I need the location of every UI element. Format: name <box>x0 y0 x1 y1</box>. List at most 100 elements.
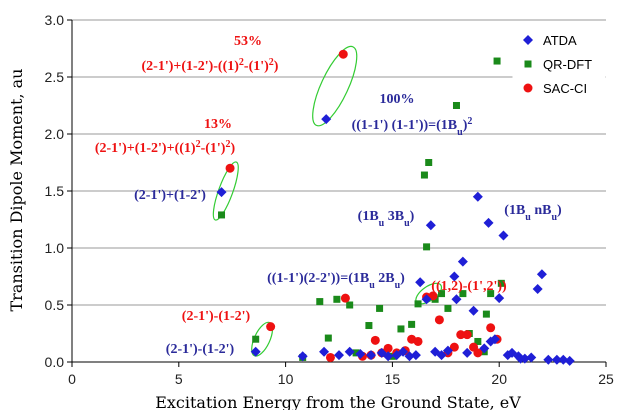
sac-ci-point <box>383 343 393 353</box>
annotation-a13: 13% <box>204 117 232 132</box>
qr-dft-point <box>423 243 431 251</box>
qr-dft-point <box>397 325 405 333</box>
legend-label: SAC-CI <box>543 81 587 96</box>
annotation-aplus: (2-1')+(1-2') <box>134 188 206 203</box>
y-tick-label: 3.0 <box>45 12 65 28</box>
atda-point <box>425 220 436 231</box>
atda-point <box>383 351 394 362</box>
annotation-part: -(1') <box>244 59 269 74</box>
legend-label: QR-DFT <box>543 57 592 72</box>
atda-point <box>468 305 479 316</box>
atda-point <box>216 187 227 198</box>
sac-ci-point <box>462 330 472 340</box>
annotation-part: ) <box>557 203 562 218</box>
sac-ci-point <box>413 336 423 346</box>
atda-point <box>543 354 554 365</box>
x-tick-label: 15 <box>385 371 401 387</box>
atda-point <box>297 351 308 362</box>
qr-dft-point <box>452 102 460 109</box>
annotation-part: u <box>525 212 531 223</box>
atda-point <box>321 114 332 125</box>
atda-point <box>551 354 562 365</box>
atda-point <box>404 351 415 362</box>
annotation-part: ) <box>274 59 279 74</box>
sac-ci-point <box>456 330 466 340</box>
atda-point <box>536 269 547 280</box>
annotation-part: (1B <box>504 203 525 218</box>
atda-point <box>449 271 460 282</box>
qr-dft-point <box>408 320 416 328</box>
annotation-part: u <box>457 127 463 138</box>
annotation-a53expr: (2-1')+(1-2')-((1)2-(1')2) <box>142 57 279 75</box>
y-tick-label: 0.5 <box>45 297 65 313</box>
atda-point <box>436 350 447 361</box>
annotation-a53: 53% <box>234 34 262 49</box>
qr-dft-point <box>376 304 384 312</box>
atda-point <box>442 345 453 356</box>
atda-point <box>451 294 462 305</box>
qr-dft-point <box>524 60 532 68</box>
atda-point <box>515 353 526 364</box>
annotation-a2bu: ((1-1')(2-2'))=(1Bu 2Bu) <box>267 271 405 291</box>
annotation-part: 2 <box>269 57 274 68</box>
qr-dft-point <box>425 159 433 166</box>
annotation-part: ) <box>400 271 405 286</box>
atda-point <box>532 284 543 295</box>
annotation-part: u <box>404 218 410 229</box>
annotation-part: 2 <box>239 57 244 68</box>
atda-point <box>479 343 490 354</box>
highlight-ellipse <box>312 45 358 127</box>
sac-ci-point <box>370 335 380 345</box>
sac-ci-point <box>225 163 235 173</box>
annotations: 53%(2-1')+(1-2')-((1)2-(1')2)100%((1-1')… <box>95 34 562 357</box>
annotation-part: 3B <box>384 209 404 224</box>
atda-point <box>415 277 426 288</box>
qr-dft-point <box>316 298 324 306</box>
annotation-part: 2 <box>196 139 201 150</box>
x-tick-labels: 0 5 10 15 20 25 <box>68 371 614 387</box>
annotation-anbu: (1Bu nBu) <box>504 203 562 223</box>
x-tick-label: 10 <box>278 371 294 387</box>
atda-point <box>421 294 432 305</box>
x-tick-label: 20 <box>491 371 507 387</box>
sac-ci-point <box>428 291 438 301</box>
atda-point <box>494 293 505 304</box>
qr-dft-point <box>324 334 332 342</box>
y-tick-label: 0.0 <box>45 354 65 370</box>
y-tick-labels: 0.0 0.5 1.0 1.5 2.0 2.5 3.0 <box>45 12 65 370</box>
annotation-part: u <box>395 280 401 291</box>
atda-point <box>523 35 533 45</box>
annotation-a100expr: ((1-1') (1-1'))=(1Bu)2 <box>352 116 473 138</box>
atda-point <box>485 336 496 347</box>
annotation-a3bu: (1Bu 3Bu) <box>358 209 415 229</box>
atda-point <box>344 346 355 357</box>
qr-dft-point <box>346 301 354 309</box>
atda-point <box>355 349 366 360</box>
sac-ci-point <box>523 83 533 93</box>
annotation-a13expr: (2-1')+(1-2')+((1)2-(1')2) <box>95 139 236 157</box>
x-tick-label: 25 <box>598 371 614 387</box>
atda-point <box>498 230 509 241</box>
atda-point <box>462 347 473 358</box>
annotation-part: 2 <box>467 116 472 127</box>
atda-point <box>398 346 409 357</box>
qr-dft-point <box>493 57 501 65</box>
annotation-a12: ((1,2)-(1',2')) <box>431 279 507 294</box>
sac-ci-point <box>486 323 496 333</box>
annotation-part: u <box>379 218 385 229</box>
atda-point <box>334 350 344 361</box>
sac-ci-point <box>325 352 335 362</box>
axes <box>67 19 607 367</box>
atda-point <box>502 350 513 361</box>
annotation-part: -(1') <box>201 141 226 156</box>
sac-ci-point <box>449 342 459 352</box>
legend: ATDA QR-DFT SAC-CI <box>512 22 606 104</box>
atda-point <box>319 346 330 357</box>
sac-ci-point <box>266 322 276 332</box>
annotation-part: u <box>551 212 557 223</box>
annotation-part: ) <box>230 141 235 156</box>
highlight-ellipse <box>212 161 239 221</box>
qr-dft-point <box>420 171 428 179</box>
atda-point <box>564 355 575 366</box>
sac-ci-point <box>434 315 444 325</box>
